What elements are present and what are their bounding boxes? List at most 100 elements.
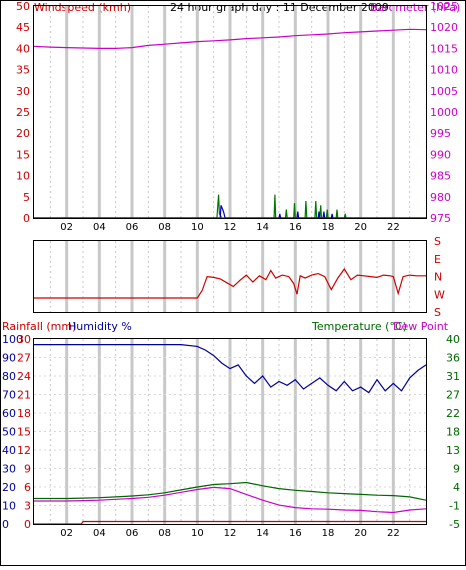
temperature-tick-40: 40: [446, 333, 460, 346]
rainfall-tick-15: 15: [17, 426, 31, 439]
rainfall-tick-0: 0: [24, 518, 31, 531]
direction-tick-0-S: S: [434, 235, 441, 248]
humidity-tick-40: 40: [2, 444, 16, 457]
wind-barometer-x-tick-labels: 02 04 06 08 10 12 14 16 18 20 22: [60, 222, 399, 233]
rain-humidity-temp-x-tick-04: 04: [93, 528, 106, 539]
humidity-tick-0: 0: [2, 518, 9, 531]
rain-humidity-temp-x-tick-12: 12: [224, 528, 237, 539]
temperature-tick-31: 31: [446, 370, 460, 383]
barometer-tick-1025: 1025: [430, 0, 458, 13]
windspeed-tick-35: 35: [16, 64, 30, 77]
barometer-tick-1005: 1005: [430, 85, 458, 98]
windspeed-tick-labels: 0 5 10 15 20 25 30 35 40 45 50: [16, 0, 30, 225]
windspeed-tick-15: 15: [16, 148, 30, 161]
humidity-axis-label: Humidity %: [68, 320, 132, 333]
rainfall-tick-27: 27: [17, 352, 31, 365]
rain-humidity-temp-grid: [34, 339, 426, 524]
rain-humidity-temp-x-tick-20: 20: [354, 528, 367, 539]
windspeed-tick-45: 45: [16, 21, 30, 34]
wind-direction-frame: [33, 240, 427, 313]
rain-humidity-temp-x-tick-18: 18: [322, 528, 335, 539]
wind-barometer-x-tick-14: 14: [256, 222, 269, 233]
direction-tick-2-N: N: [434, 271, 442, 284]
wind-barometer-x-tick-12: 12: [224, 222, 237, 233]
windspeed-tick-10: 10: [16, 170, 30, 183]
temperature-tick-27: 27: [446, 389, 460, 402]
temperature-tick-9: 9: [453, 463, 460, 476]
barometer-tick-985: 985: [430, 170, 451, 183]
windspeed-tick-0: 0: [23, 212, 30, 225]
barometer-tick-1015: 1015: [430, 42, 458, 55]
direction-tick-1-E: E: [434, 253, 441, 266]
barometer-tick-1000: 1000: [430, 106, 458, 119]
dewpoint-axis-label: Dew Point: [393, 320, 449, 333]
rainfall-axis-label: Rainfall (mm): [2, 320, 76, 333]
rainfall-tick-3: 3: [24, 500, 31, 513]
temperature-tick-36: 36: [446, 352, 460, 365]
barometer-tick-980: 980: [430, 191, 451, 204]
wind-barometer-grid: [49, 6, 411, 218]
rainfall-tick-30: 30: [17, 333, 31, 346]
temperature-tick-13: 13: [446, 444, 460, 457]
temperature-tick-22: 22: [446, 407, 460, 420]
windspeed-tick-50: 50: [16, 0, 30, 13]
wind-barometer-x-tick-04: 04: [93, 222, 106, 233]
barometer-tick-labels: 975 980 985 990 995 1000 1005 1010 1015 1020 1025: [430, 0, 458, 225]
wind-barometer-frame: [33, 5, 427, 219]
rain-humidity-temp-x-tick-16: 16: [289, 528, 302, 539]
rainfall-tick-24: 24: [17, 370, 31, 383]
temperature-tick--5: -5: [449, 518, 460, 531]
wind-barometer-x-tick-22: 22: [387, 222, 400, 233]
humidity-tick-100: 100: [2, 333, 23, 346]
windspeed-tick-30: 30: [16, 85, 30, 98]
windspeed-tick-40: 40: [16, 42, 30, 55]
wind-barometer-x-tick-08: 08: [158, 222, 171, 233]
rain-humidity-temp-x-tick-22: 22: [387, 528, 400, 539]
barometer-tick-975: 975: [430, 212, 451, 225]
rain-humidity-temp-x-tick-labels: 02 04 06 08 10 12 14 16 18 20 22: [60, 528, 399, 539]
rainfall-tick-9: 9: [24, 463, 31, 476]
wind-barometer-x-tick-16: 16: [289, 222, 302, 233]
barometer-tick-995: 995: [430, 127, 451, 140]
barometer-tick-1010: 1010: [430, 64, 458, 77]
rainfall-tick-18: 18: [17, 407, 31, 420]
wind-direction-series: [34, 267, 426, 299]
windspeed-tick-25: 25: [16, 106, 30, 119]
barometer-line: [33, 28, 427, 50]
direction-tick-3-W: W: [434, 288, 445, 301]
wind-barometer-x-tick-10: 10: [191, 222, 204, 233]
wind-barometer-x-tick-06: 06: [126, 222, 139, 233]
temperature-tick-18: 18: [446, 426, 460, 439]
rainfall-tick-6: 6: [24, 481, 31, 494]
direction-line: [34, 267, 426, 299]
temperature-line: [34, 481, 427, 501]
humidity-tick-60: 60: [2, 407, 16, 420]
wind-barometer-x-tick-02: 02: [60, 222, 73, 233]
temperature-tick--1: -1: [449, 500, 460, 513]
rain-humidity-temp-x-tick-14: 14: [256, 528, 269, 539]
rain-humidity-temp-x-tick-08: 08: [158, 528, 171, 539]
barometer-tick-990: 990: [430, 148, 451, 161]
barometer-tick-1020: 1020: [430, 21, 458, 34]
wind-barometer-x-tick-18: 18: [322, 222, 335, 233]
windspeed-tick-5: 5: [23, 191, 30, 204]
direction-tick-4-S: S: [434, 306, 441, 319]
temperature-tick-4: 4: [453, 481, 460, 494]
humidity-tick-80: 80: [2, 370, 16, 383]
windspeed-tick-20: 20: [16, 127, 30, 140]
rainfall-tick-21: 21: [17, 389, 31, 402]
humidity-tick-90: 90: [2, 352, 16, 365]
humidity-line: [34, 344, 427, 394]
humidity-tick-10: 10: [2, 500, 16, 513]
rainfall-tick-12: 12: [17, 444, 31, 457]
rain-humidity-temp-x-tick-06: 06: [126, 528, 139, 539]
temperature-axis-label: Temperature (°C): [311, 320, 407, 333]
dewpoint-line: [34, 486, 427, 514]
humidity-tick-30: 30: [2, 463, 16, 476]
